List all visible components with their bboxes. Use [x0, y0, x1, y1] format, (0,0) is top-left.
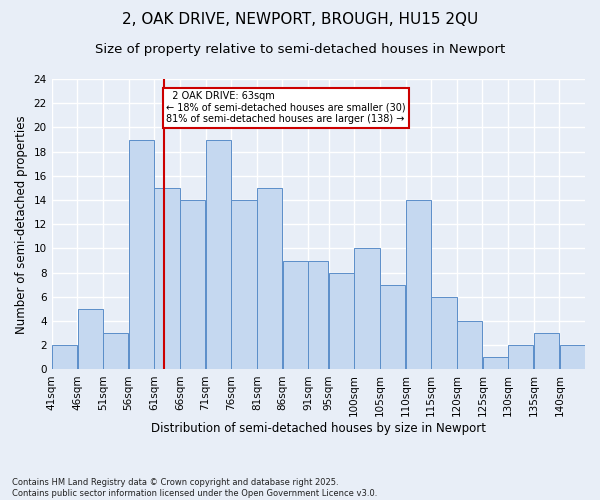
Bar — [129, 140, 154, 370]
Bar — [380, 284, 405, 370]
Bar — [355, 248, 380, 370]
Bar — [206, 140, 231, 370]
Text: 2 OAK DRIVE: 63sqm
← 18% of semi-detached houses are smaller (30)
81% of semi-de: 2 OAK DRIVE: 63sqm ← 18% of semi-detache… — [166, 91, 406, 124]
Bar — [508, 346, 533, 370]
X-axis label: Distribution of semi-detached houses by size in Newport: Distribution of semi-detached houses by … — [151, 422, 486, 435]
Bar — [103, 333, 128, 370]
Bar — [457, 321, 482, 370]
Bar — [534, 333, 559, 370]
Bar — [180, 200, 205, 370]
Bar — [52, 346, 77, 370]
Bar — [77, 309, 103, 370]
Bar — [431, 297, 457, 370]
Bar — [329, 272, 354, 370]
Bar — [482, 358, 508, 370]
Bar — [308, 260, 328, 370]
Text: 2, OAK DRIVE, NEWPORT, BROUGH, HU15 2QU: 2, OAK DRIVE, NEWPORT, BROUGH, HU15 2QU — [122, 12, 478, 28]
Bar — [257, 188, 282, 370]
Y-axis label: Number of semi-detached properties: Number of semi-detached properties — [15, 115, 28, 334]
Bar — [560, 346, 585, 370]
Bar — [154, 188, 179, 370]
Bar — [406, 200, 431, 370]
Text: Contains HM Land Registry data © Crown copyright and database right 2025.
Contai: Contains HM Land Registry data © Crown c… — [12, 478, 377, 498]
Text: Size of property relative to semi-detached houses in Newport: Size of property relative to semi-detach… — [95, 42, 505, 56]
Bar — [232, 200, 257, 370]
Bar — [283, 260, 308, 370]
